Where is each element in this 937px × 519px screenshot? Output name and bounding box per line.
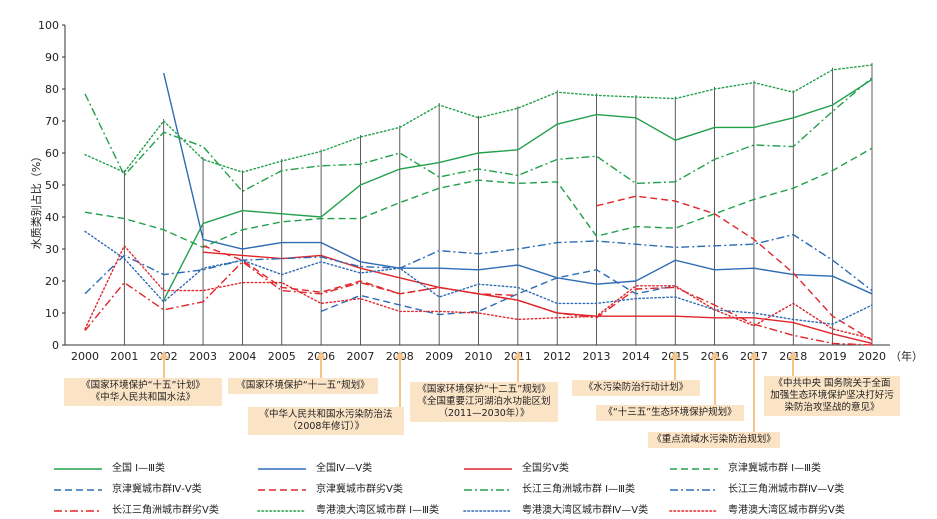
legend-label-3: 京津冀城市群 Ⅰ—Ⅲ类 [728,463,822,474]
legend-label-0: 全国 Ⅰ—Ⅲ类 [112,463,166,474]
x-tick-2012: 2012 [543,350,571,363]
y-tick-30: 30 [45,243,59,256]
annotation-arrow-2006 [316,351,327,378]
series-line-4 [320,269,676,316]
legend-swatch-5 [258,489,306,491]
axes [64,25,890,346]
series-lines [84,64,873,346]
annotation-box-6: 《重点流域水污染防治规划》 [648,432,780,448]
annotation-box-7: 《中共中央 国务院关于全面 加强生态环境保护坚决打好污 染防治攻坚战的意见》 [764,376,900,416]
legend-swatch-1 [258,468,306,470]
y-tick-20: 20 [45,275,59,288]
legend-label-10: 粤港澳大湾区城市群Ⅳ—Ⅴ类 [522,505,649,516]
annotation-arrow-2011 [512,351,523,382]
annotation-arrow-2017 [748,351,759,432]
x-tick-2004: 2004 [228,350,256,363]
series-line-11 [84,244,873,340]
legend-label-11: 粤港澳大湾区城市群劣Ⅴ类 [728,505,845,516]
x-tick-2001: 2001 [110,350,138,363]
legend-label-2: 全国劣Ⅴ类 [522,463,569,474]
x-axis-unit: （年） [890,349,923,363]
annotation-box-2: 《中华人民共和国水污染防治法 （2008年修订）》 [248,407,404,435]
x-tick-2009: 2009 [425,350,453,363]
vertical-gridlines [123,63,873,345]
annotation-box-4: 《水污染防治行动计划》 [572,380,700,396]
legend-label-8: 长江三角洲城市群劣Ⅴ类 [112,505,219,516]
annotation-arrow-2018 [788,351,799,376]
annotation-arrow-2008 [394,351,405,407]
legend-swatch-6 [464,489,512,491]
annotation-arrow-2015 [670,351,681,380]
series-line-9 [84,64,873,174]
legend-swatch-10 [463,510,513,512]
legend-swatch-11 [669,510,719,512]
annotation-box-3: 《国家环境保护“十二五”规划》 《全国重要江河湖泊水功能区划 （2011—203… [410,382,558,422]
legend-label-5: 京津冀城市群劣Ⅴ类 [316,484,403,495]
y-tick-70: 70 [45,115,59,128]
annotation-box-0: 《国家环境保护“十五”计划》 《中华人民共和国水法》 [64,378,222,406]
x-tick-2020: 2020 [858,350,886,363]
legend-swatch-3 [670,468,718,470]
x-tick-2007: 2007 [346,350,374,363]
x-tick-2014: 2014 [622,350,650,363]
annotation-box-5: 《“十三五”生态环境保护规划》 [596,405,744,421]
y-tick-0: 0 [52,339,59,352]
x-tick-2003: 2003 [189,350,217,363]
x-tick-labels: 2000200120022003200420052006200720082009… [71,350,886,363]
x-tick-2019: 2019 [819,350,847,363]
y-tick-40: 40 [45,211,59,224]
y-tick-90: 90 [45,51,59,64]
y-tick-60: 60 [45,147,59,160]
x-tick-2010: 2010 [465,350,493,363]
legend-label-9: 粤港澳大湾区城市群 Ⅰ—Ⅲ类 [316,505,440,516]
y-tick-10: 10 [45,307,59,320]
x-tick-2013: 2013 [583,350,611,363]
legend-label-4: 京津冀城市群Ⅳ-Ⅴ类 [112,484,202,495]
legend-swatch-4 [54,489,102,491]
x-tick-2000: 2000 [71,350,99,363]
series-line-5 [202,195,873,341]
series-line-1 [163,72,873,295]
annotation-arrow-2016 [709,351,720,405]
series-line-0 [163,78,873,301]
annotation-box-1: 《国家环境保护“十一五”规划》 [228,378,378,394]
legend-swatch-2 [464,468,512,470]
legend-label-6: 长江三角洲城市群 Ⅰ—Ⅲ类 [522,484,636,495]
y-tick-80: 80 [45,83,59,96]
y-tick-labels: 0 10 20 30 40 50 60 70 80 90 100 [38,19,65,352]
y-tick-100: 100 [38,19,59,32]
annotation-arrow-2002 [158,351,169,378]
y-tick-50: 50 [45,179,59,192]
y-axis-label: 水质类别占比（%） [29,151,43,249]
x-tick-2005: 2005 [268,350,296,363]
legend-swatch-9 [257,510,307,512]
legend-label-1: 全国Ⅳ—Ⅴ类 [316,463,373,474]
legend-swatch-7 [670,489,718,491]
legend-label-7: 长江三角洲城市群Ⅳ—Ⅴ类 [728,484,845,495]
legend-swatch-8 [54,510,102,512]
legend-swatch-0 [54,468,102,470]
